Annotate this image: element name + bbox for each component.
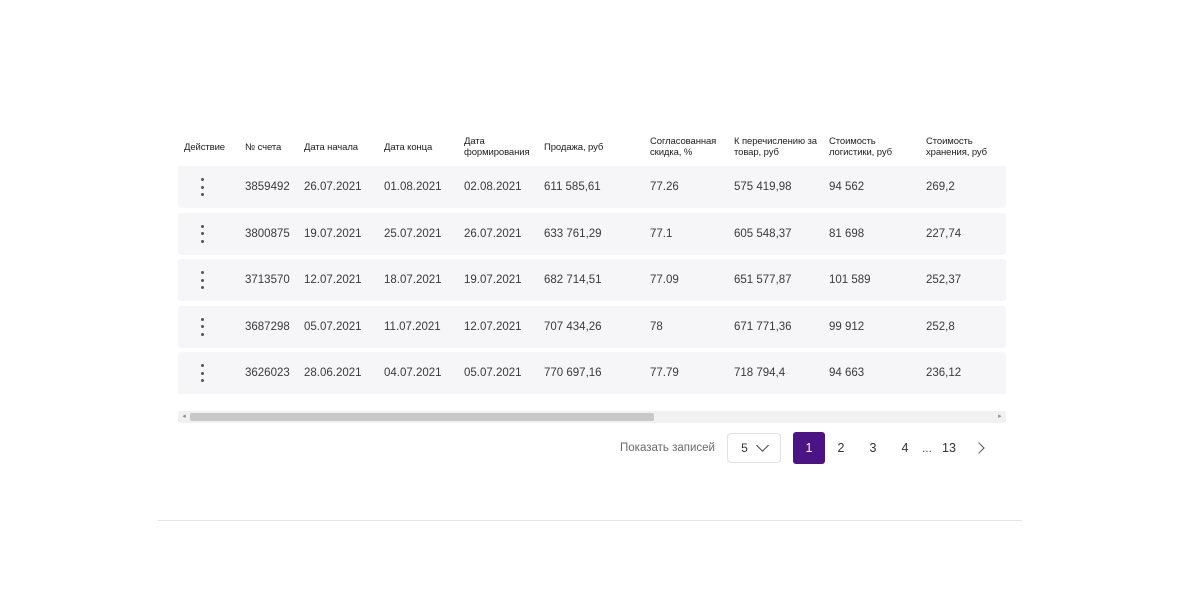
cell-logistics-cost: 94 562 — [829, 181, 865, 193]
kebab-menu-icon[interactable] — [196, 271, 208, 289]
kebab-menu-icon[interactable] — [196, 178, 208, 196]
cell-discount: 77.26 — [650, 181, 679, 193]
cell-created-date: 12.07.2021 — [464, 320, 522, 333]
header-created-date[interactable]: Дата формирования — [464, 136, 530, 158]
cell-start-date: 05.07.2021 — [304, 320, 362, 333]
cell-storage-cost: 252,37 — [926, 274, 962, 286]
cell-created-date: 19.07.2021 — [464, 274, 522, 286]
pagination-ellipsis: ... — [921, 441, 932, 455]
scroll-left-arrow-icon[interactable]: ◂ — [182, 413, 186, 420]
kebab-menu-icon[interactable] — [196, 364, 208, 382]
horizontal-scrollbar[interactable]: ◂ ▸ — [178, 411, 1006, 423]
cell-discount: 78 — [650, 320, 663, 333]
cell-created-date: 02.08.2021 — [464, 181, 522, 193]
cell-end-date: 11.07.2021 — [384, 320, 441, 333]
header-storage-cost[interactable]: Стоимость хранения, руб — [926, 136, 987, 158]
pagination: Показать записей 5 1 2 3 4 ... 13 — [620, 431, 985, 465]
cell-end-date: 25.07.2021 — [384, 227, 442, 240]
footer-divider — [158, 520, 1022, 521]
per-page-value: 5 — [741, 441, 748, 455]
header-payout[interactable]: К перечислению за товар, руб — [734, 136, 817, 158]
header-invoice-number[interactable]: № счета — [245, 141, 282, 153]
cell-invoice-number: 3687298 — [245, 320, 290, 333]
cell-start-date: 12.07.2021 — [304, 274, 362, 286]
cell-logistics-cost: 94 663 — [829, 367, 865, 379]
cell-start-date: 19.07.2021 — [304, 227, 362, 240]
cell-logistics-cost: 99 912 — [829, 320, 865, 333]
kebab-menu-icon[interactable] — [196, 224, 208, 243]
cell-payout: 718 794,4 — [734, 367, 786, 379]
cell-payout: 575 419,98 — [734, 181, 792, 193]
cell-start-date: 28.06.2021 — [304, 367, 362, 379]
invoices-table: Действие № счета Дата начала Дата конца … — [178, 128, 1006, 399]
cell-sale: 770 697,16 — [544, 367, 602, 379]
table-row: 3626023 28.06.2021 04.07.2021 05.07.2021… — [178, 352, 1006, 394]
header-discount[interactable]: Согласованная скидка, % — [650, 136, 717, 158]
header-start-date[interactable]: Дата начала — [304, 141, 358, 153]
page-button-last[interactable]: 13 — [942, 441, 956, 455]
page-button-1[interactable]: 1 — [792, 432, 825, 464]
chevron-right-icon[interactable] — [973, 442, 985, 454]
cell-sale: 611 585,61 — [544, 181, 601, 193]
cell-sale: 682 714,51 — [544, 274, 602, 286]
header-sale[interactable]: Продажа, руб — [544, 141, 604, 153]
table-row: 3687298 05.07.2021 11.07.2021 12.07.2021… — [178, 305, 1006, 348]
kebab-menu-icon[interactable] — [196, 317, 208, 336]
cell-payout: 671 771,36 — [734, 320, 792, 333]
cell-payout: 605 548,37 — [734, 227, 792, 240]
page-button-4[interactable]: 4 — [901, 441, 909, 455]
cell-invoice-number: 3626023 — [245, 367, 290, 379]
header-action[interactable]: Действие — [184, 141, 225, 153]
cell-end-date: 04.07.2021 — [384, 367, 442, 379]
cell-invoice-number: 3713570 — [245, 274, 290, 286]
page-button-2[interactable]: 2 — [837, 441, 845, 455]
cell-discount: 77.09 — [650, 274, 679, 286]
header-end-date[interactable]: Дата конца — [384, 141, 433, 153]
cell-storage-cost: 269,2 — [926, 181, 955, 193]
page-button-3[interactable]: 3 — [869, 441, 877, 455]
table-row: 3859492 26.07.2021 01.08.2021 02.08.2021… — [178, 166, 1006, 208]
cell-storage-cost: 227,74 — [926, 227, 962, 240]
cell-created-date: 05.07.2021 — [464, 367, 522, 379]
cell-sale: 633 761,29 — [544, 227, 602, 240]
cell-discount: 77.1 — [650, 227, 673, 240]
table-row: 3800875 19.07.2021 25.07.2021 26.07.2021… — [178, 212, 1006, 255]
cell-end-date: 01.08.2021 — [384, 181, 442, 193]
cell-invoice-number: 3800875 — [245, 227, 290, 240]
scrollbar-thumb[interactable] — [190, 413, 654, 421]
table-header: Действие № счета Дата начала Дата конца … — [178, 128, 1006, 166]
cell-payout: 651 577,87 — [734, 274, 792, 286]
cell-sale: 707 434,26 — [544, 320, 602, 333]
cell-logistics-cost: 101 589 — [829, 274, 871, 286]
header-logistics-cost[interactable]: Стоимость логистики, руб — [829, 136, 892, 158]
cell-invoice-number: 3859492 — [245, 181, 290, 193]
table-row: 3713570 12.07.2021 18.07.2021 19.07.2021… — [178, 259, 1006, 301]
cell-end-date: 18.07.2021 — [384, 274, 442, 286]
per-page-select[interactable]: 5 — [726, 433, 781, 463]
show-records-label: Показать записей — [620, 442, 715, 454]
cell-discount: 77.79 — [650, 367, 679, 379]
cell-start-date: 26.07.2021 — [304, 181, 362, 193]
chevron-down-icon — [755, 439, 769, 452]
cell-created-date: 26.07.2021 — [464, 227, 522, 240]
cell-storage-cost: 252,8 — [926, 320, 955, 333]
scroll-right-arrow-icon[interactable]: ▸ — [998, 413, 1002, 420]
cell-logistics-cost: 81 698 — [829, 227, 865, 240]
cell-storage-cost: 236,12 — [926, 367, 962, 379]
